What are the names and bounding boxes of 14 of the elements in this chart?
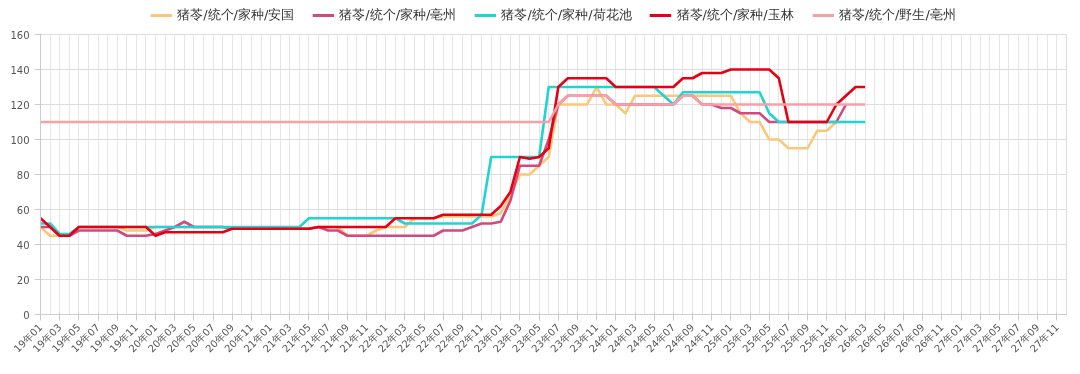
y-tick-label: 0 bbox=[23, 309, 30, 321]
y-tick-label: 160 bbox=[10, 29, 30, 41]
y-tick-label: 40 bbox=[16, 239, 30, 251]
y-tick-label: 80 bbox=[16, 169, 30, 181]
legend-label: 猪苓/统个/家种/荷花池 bbox=[501, 6, 632, 24]
y-tick-label: 140 bbox=[10, 64, 30, 76]
legend-label: 猪苓/统个/家种/安国 bbox=[177, 6, 295, 24]
legend-label: 猪苓/统个/家种/玉林 bbox=[676, 6, 794, 24]
legend-label: 猪苓/统个/野生/亳州 bbox=[838, 6, 956, 24]
y-tick-label: 100 bbox=[10, 134, 30, 146]
y-tick-label: 120 bbox=[10, 99, 30, 111]
y-tick-label: 60 bbox=[16, 204, 30, 216]
legend-label: 猪苓/统个/家种/亳州 bbox=[339, 6, 457, 24]
y-tick-label: 20 bbox=[16, 274, 30, 286]
